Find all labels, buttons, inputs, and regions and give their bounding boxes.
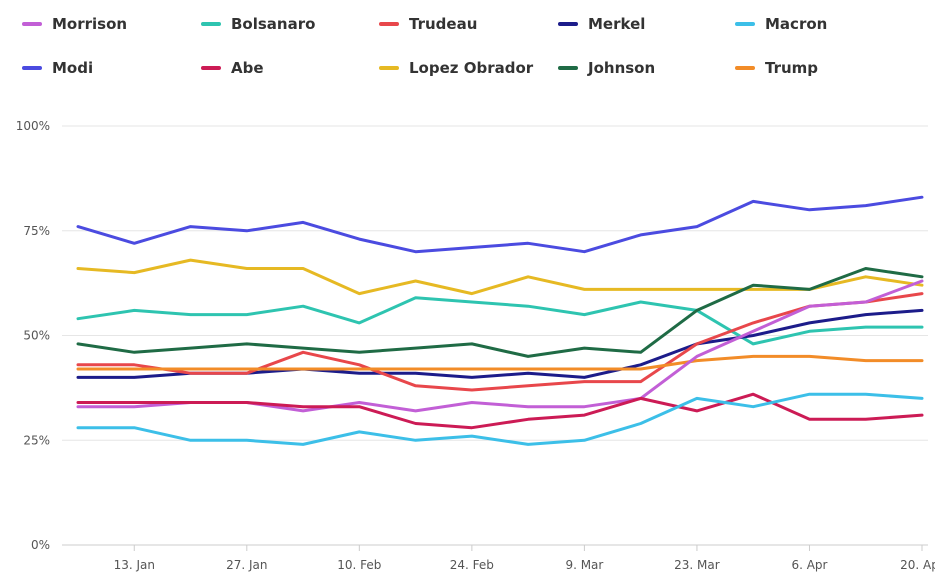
series-lines xyxy=(76,195,924,446)
legend-swatch xyxy=(201,66,221,70)
x-axis: 13. Jan 27. Jan 10. Feb 24. Feb 9. Mar 23. Ma… xyxy=(62,544,935,572)
legend-swatch xyxy=(735,66,755,70)
legend-label: Lopez Obrador xyxy=(409,59,534,77)
legend-swatch xyxy=(22,22,42,26)
legend-item-morrison[interactable]: Morrison xyxy=(22,12,127,36)
legend-item-modi[interactable]: Modi xyxy=(22,56,93,80)
x-tick-label: 20. Apr xyxy=(900,558,935,572)
legend-item-trump[interactable]: Trump xyxy=(735,56,818,80)
legend-label: Macron xyxy=(765,15,828,33)
y-tick-label: 25% xyxy=(23,433,50,447)
legend-item-abe[interactable]: Abe xyxy=(201,56,264,80)
legend-swatch xyxy=(379,22,399,26)
series-line-lopez-obrador xyxy=(76,258,924,296)
y-tick-label: 50% xyxy=(23,329,50,343)
legend-item-bolsanaro[interactable]: Bolsanaro xyxy=(201,12,315,36)
y-tick-label: 0% xyxy=(31,538,50,552)
series-line-johnson xyxy=(76,267,924,358)
series-line-merkel xyxy=(76,308,924,379)
legend-item-macron[interactable]: Macron xyxy=(735,12,827,36)
legend-label: Morrison xyxy=(52,15,128,33)
legend-item-johnson[interactable]: Johnson xyxy=(558,56,655,80)
legend-label: Merkel xyxy=(588,15,646,33)
legend: Morrison Bolsanaro Trudeau Merkel Macron Modi… xyxy=(0,0,935,100)
legend-label: Bolsanaro xyxy=(231,15,316,33)
legend-label: Johnson xyxy=(588,59,656,77)
legend-item-trudeau[interactable]: Trudeau xyxy=(379,12,477,36)
series-line-trudeau xyxy=(76,292,924,392)
legend-swatch xyxy=(22,66,42,70)
series-line-trump xyxy=(76,354,924,371)
gridlines xyxy=(62,125,928,546)
x-tick-label: 24. Feb xyxy=(450,558,494,572)
legend-swatch xyxy=(379,66,399,70)
legend-item-merkel[interactable]: Merkel xyxy=(558,12,645,36)
series-line-abe xyxy=(76,392,924,430)
series-line-macron xyxy=(76,392,924,446)
legend-label: Trump xyxy=(765,59,819,77)
x-tick-label: 6. Apr xyxy=(791,558,827,572)
y-axis-ticks: 0% 25% 50% 75% 100% xyxy=(16,119,50,552)
legend-item-lopez-obrador[interactable]: Lopez Obrador xyxy=(379,56,533,80)
x-tick-label: 27. Jan xyxy=(226,558,267,572)
legend-label: Abe xyxy=(231,59,264,77)
legend-swatch xyxy=(735,22,755,26)
legend-label: Modi xyxy=(52,59,94,77)
x-tick-label: 9. Mar xyxy=(565,558,603,572)
series-line-modi xyxy=(76,195,924,254)
legend-swatch xyxy=(558,22,578,26)
y-tick-label: 100% xyxy=(16,119,50,133)
x-tick-label: 13. Jan xyxy=(114,558,155,572)
x-tick-label: 10. Feb xyxy=(337,558,381,572)
x-tick-label: 23. Mar xyxy=(674,558,720,572)
series-line-bolsanaro xyxy=(76,296,924,346)
legend-swatch xyxy=(558,66,578,70)
legend-swatch xyxy=(201,22,221,26)
legend-label: Trudeau xyxy=(409,15,478,33)
y-tick-label: 75% xyxy=(23,224,50,238)
